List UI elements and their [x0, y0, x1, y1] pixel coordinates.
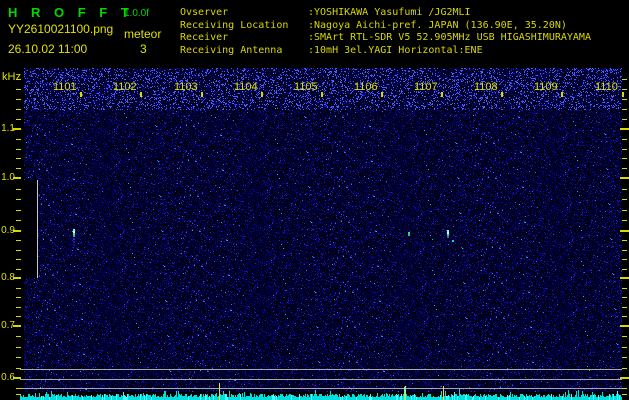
time-label-1105: 1105: [294, 81, 318, 93]
time-label-1103: 1103: [174, 81, 198, 93]
time-label-1104: 1104: [234, 81, 258, 93]
freq-unit-label: kHz: [2, 71, 21, 83]
freq-label-0.6: 0.6: [1, 372, 15, 383]
time-label-1109: 1109: [534, 81, 558, 93]
freq-label-0.7: 0.7: [1, 320, 15, 331]
time-label-1108: 1108: [474, 81, 498, 93]
time-label-1107: 1107: [414, 81, 438, 93]
freq-label-1.0: 1.0: [1, 172, 15, 183]
time-label-1106: 1106: [354, 81, 378, 93]
time-label-1101: 1101: [53, 81, 77, 93]
freq-label-0.8: 0.8: [1, 272, 15, 283]
time-label-1102: 1102: [113, 81, 137, 93]
freq-label-1.1: 1.1: [1, 123, 15, 134]
freq-label-0.9: 0.9: [1, 225, 15, 236]
time-label-1110: 1110: [595, 81, 618, 93]
